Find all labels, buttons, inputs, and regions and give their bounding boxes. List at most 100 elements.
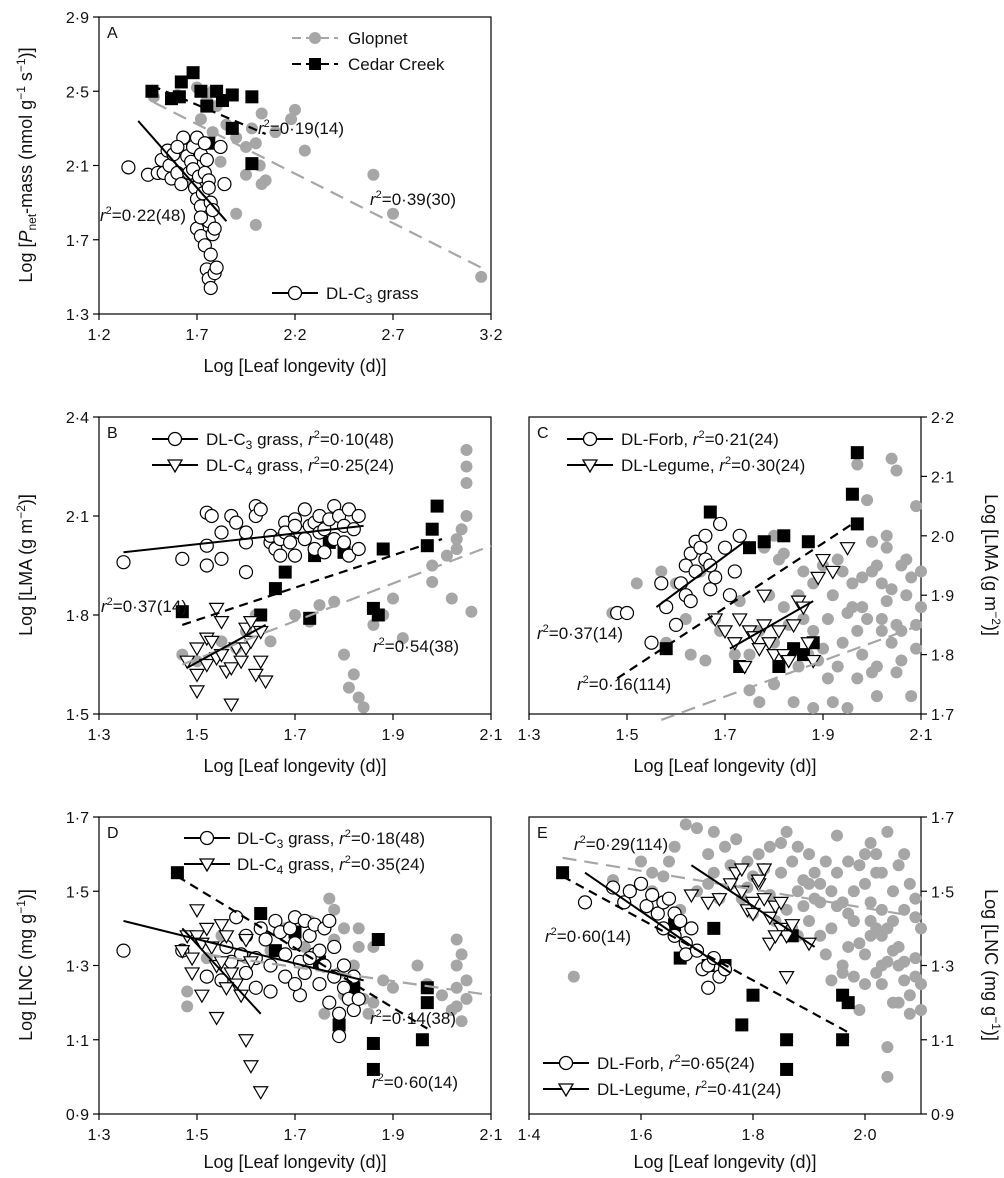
panel-a-cedar-creek-point-4 <box>172 90 186 104</box>
panel-a-glopnet-point-25 <box>240 168 252 181</box>
panel-c-glopnet-point-50 <box>846 577 859 590</box>
panel-e-dl-legume-fit-line <box>690 864 816 948</box>
panel-a-cedar-creek-point-11 <box>225 121 239 135</box>
panel-c-dl-legume-point-7 <box>751 643 768 657</box>
panel-b-dl-c3-grass-point-37 <box>336 535 352 550</box>
panel-e: E 1·4 1·6 1·8 2·0 0·9 1·1 1·3 1·5 1·7 Log [Leaf … <box>517 810 1003 1172</box>
panel-d-xtick-label-1: 1·5 <box>185 1127 208 1144</box>
panel-e-glopnet-point-80 <box>859 978 871 991</box>
panel-d-glopnet-point-27 <box>450 981 463 994</box>
panel-b-dl-c4-grass-point-23 <box>242 615 259 630</box>
panel-c-glopnet-point-35 <box>895 654 908 667</box>
panel-a-glopnet-point-7 <box>206 126 219 139</box>
legend-dlc3-label: DL-C3 grass <box>326 284 419 306</box>
panel-c-glopnet-point-87 <box>841 607 854 620</box>
panel-a-r2-cedar: r2=0·19(14) <box>258 118 344 138</box>
panel-d-glopnet-point-28 <box>450 1000 463 1013</box>
panel-e-glopnet-point-28 <box>831 829 843 842</box>
panel-d-dl-c3-grass-point-11 <box>263 958 278 973</box>
panel-d-dl-c4-grass-point-4 <box>188 904 206 919</box>
panel-a-ytick-label-1: 1·7 <box>66 233 89 250</box>
panel-b-glopnet-point-17 <box>426 559 439 572</box>
panel-d-cedar-creek-point-7 <box>366 1062 380 1076</box>
panel-b-cedar-creek-point-8 <box>420 539 434 553</box>
panel-a-glopnet-point-28 <box>475 270 488 283</box>
panel-a-dl-c3-grass-point-30 <box>201 180 216 195</box>
panel-d-glopnet-point-23 <box>436 989 448 1002</box>
panel-b-glopnet-point-14 <box>367 618 380 631</box>
panel-c-glopnet-point-13 <box>787 696 800 709</box>
panel-c-glopnet-point-14 <box>797 612 810 625</box>
panel-a-glopnet-fit-line <box>153 101 482 269</box>
panel-c-glopnet-point-36 <box>900 589 913 602</box>
legend-e-legume-marker <box>557 1083 575 1098</box>
panel-e-ylabel: Log [LNC (mg g−1)] <box>981 889 1003 1041</box>
legend-glopnet-label: Glopnet <box>348 29 408 48</box>
panel-c-glopnet-point-29 <box>880 541 893 554</box>
panel-b-dl-c3-grass-point-46 <box>238 564 254 580</box>
panel-d-dl-c4-grass-point-20 <box>208 1011 225 1026</box>
panel-e-glopnet-point-110 <box>887 944 899 957</box>
panel-d-ticks: 1·3 1·5 1·7 1·9 2·1 0·9 1·1 1·3 1·5 1·7 <box>66 810 503 1144</box>
panel-e-dl-forb-point-10 <box>661 891 677 906</box>
panel-a-glopnet-point-16 <box>289 103 301 116</box>
panel-c-glopnet-point-40 <box>910 500 923 513</box>
legend-d-c3-marker <box>199 830 215 846</box>
panel-c-ylabel: Log [LMA (g m−2)] <box>981 494 1003 636</box>
panel-b-xtick-label-3: 1·9 <box>381 727 404 744</box>
panel-c-glopnet-point-31 <box>885 452 898 465</box>
panel-e-glopnet-point-107 <box>847 970 860 983</box>
panel-b-r2-cedar: r2=0·37(14) <box>101 596 187 616</box>
panel-a-dl-c3-grass-point-47 <box>205 202 220 218</box>
panel-d-dl-c3-grass-point-34 <box>332 1028 347 1044</box>
panel-c-glopnet-point-67 <box>890 666 903 679</box>
panel-d-dl-c4-grass-point-17 <box>237 1034 255 1048</box>
panel-d-dl-c4-grass-point-21 <box>193 989 210 1004</box>
panel-c-dl-forb-fit-line <box>655 540 746 608</box>
legend-b-c3-label: DL-C3 grass, r2=0·10(48) <box>206 429 394 452</box>
panel-a-plot <box>121 66 488 296</box>
panel-b-dl-c4-grass-point-22 <box>208 602 225 617</box>
panel-e-dl-legume-point-15 <box>772 896 790 911</box>
panel-d-ylabel: Log [LNC (mg g−1)] <box>14 889 36 1041</box>
panel-e-glopnet-point-46 <box>881 1041 894 1054</box>
panel-d-glopnet-point-0 <box>181 985 194 998</box>
panel-b-ylabel: Log [LMA (g m−2)] <box>14 494 36 636</box>
panel-c-dl-forb-point-9 <box>683 594 698 609</box>
panel-c-r2-glopnet: r2=0·16(114) <box>577 674 671 694</box>
panel-b-glopnet-fit-line <box>181 544 492 666</box>
panel-d-dl-c3-grass-point-7 <box>238 965 254 981</box>
panel-c-dl-forb-point-23 <box>732 528 747 543</box>
panel-e-glopnet-point-26 <box>825 922 838 935</box>
legend-cedar-label: Cedar Creek <box>348 55 445 74</box>
panel-d-dl-c3-grass-point-18 <box>287 936 303 951</box>
panel-e-glopnet-point-41 <box>875 903 888 916</box>
panel-a-ytick-label-0: 1·3 <box>66 307 89 324</box>
panel-d-ytick-label-2: 1·3 <box>66 959 89 976</box>
panel-c-dl-legume-point-20 <box>810 571 827 586</box>
panel-b-xtick-label-1: 1·5 <box>185 727 208 744</box>
panel-e-glopnet-point-22 <box>803 914 815 927</box>
panel-b-glopnet-point-12 <box>352 691 365 704</box>
panel-b-dl-c3-grass-point-5 <box>199 558 214 573</box>
panel-a: A 1·2 1·7 2·2 2·7 3·2 1·3 1·7 2·1 2·5 2·9 Log [Le… <box>14 10 503 376</box>
panel-c-glopnet-point-62 <box>900 553 913 566</box>
panel-e-glopnet-fit-line <box>562 856 922 919</box>
panel-d-dl-c4-grass-point-12 <box>223 967 240 982</box>
panel-c-glopnet-point-65 <box>870 559 883 572</box>
panel-e-glopnet-point-103 <box>803 877 815 890</box>
panel-e-glopnet-point-44 <box>881 825 894 838</box>
panel-a-dl-c3-grass-point-13 <box>170 139 185 155</box>
panel-b-dl-c3-grass-point-39 <box>341 548 356 563</box>
panel-c-dl-forb-point-11 <box>688 564 703 579</box>
panel-d-cedar-creek-point-0 <box>170 866 184 880</box>
panel-a-cedar-creek-point-8 <box>225 88 239 102</box>
panel-b-glopnet-point-18 <box>440 549 453 562</box>
panel-e-glopnet-point-27 <box>831 866 843 879</box>
panel-c-glopnet-point-38 <box>905 571 918 584</box>
panel-e-dl-legume-point-14 <box>784 919 801 933</box>
panel-c-glopnet-point-9 <box>753 696 766 709</box>
panel-a-dl-c3-grass-point-38 <box>207 221 222 236</box>
panel-a-glopnet-point-26 <box>367 168 380 181</box>
panel-b-dl-c3-grass-point-3 <box>204 508 219 524</box>
